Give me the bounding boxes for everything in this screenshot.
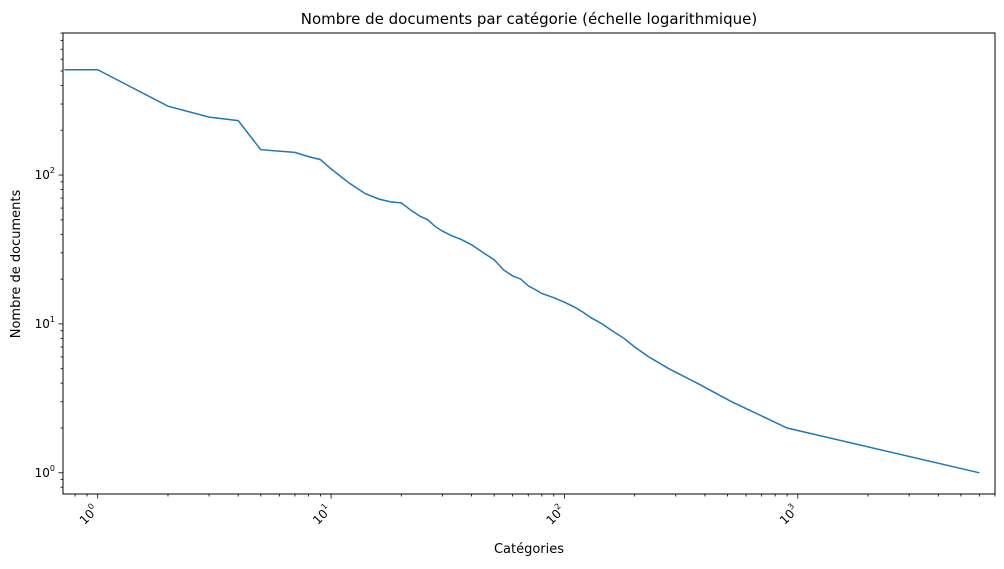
x-axis-label: Catégories bbox=[494, 542, 564, 557]
x-tick-label: 102 bbox=[542, 502, 568, 528]
chart-title: Nombre de documents par catégorie (échel… bbox=[301, 10, 757, 28]
y-tick-label: 102 bbox=[35, 166, 55, 182]
plot-area bbox=[62, 32, 996, 495]
y-tick-label: 100 bbox=[35, 464, 55, 480]
y-axis-label: Nombre de documents bbox=[9, 190, 24, 339]
y-axis-ticks: 100 101 102 bbox=[35, 32, 63, 488]
y-tick-label: 101 bbox=[35, 315, 55, 331]
x-tick-label: 100 bbox=[75, 502, 101, 528]
x-axis-ticks: 100 101 102 103 bbox=[74, 494, 996, 528]
x-tick-label: 101 bbox=[309, 502, 335, 528]
x-tick-label: 103 bbox=[775, 502, 801, 528]
series-line bbox=[64, 68, 980, 474]
